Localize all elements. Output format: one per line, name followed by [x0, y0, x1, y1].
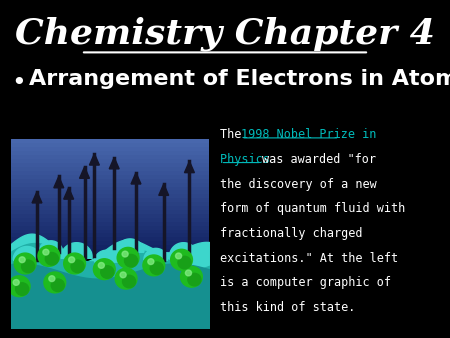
Circle shape: [122, 251, 128, 257]
Text: form of quantum fluid with: form of quantum fluid with: [220, 202, 406, 215]
Circle shape: [8, 276, 30, 297]
Circle shape: [49, 276, 55, 282]
Bar: [11, 182, 209, 186]
Circle shape: [150, 262, 163, 274]
Circle shape: [51, 279, 64, 291]
Text: the discovery of a new: the discovery of a new: [220, 178, 377, 191]
Bar: [11, 139, 209, 143]
Polygon shape: [13, 246, 41, 260]
Polygon shape: [61, 243, 92, 258]
Bar: [11, 244, 209, 248]
Bar: [11, 158, 209, 162]
Circle shape: [117, 247, 139, 268]
Bar: [11, 236, 209, 240]
Circle shape: [38, 245, 60, 266]
Bar: [11, 221, 209, 225]
Circle shape: [178, 256, 191, 269]
Circle shape: [120, 272, 126, 278]
Circle shape: [43, 249, 49, 255]
Bar: [11, 174, 209, 178]
Circle shape: [44, 272, 66, 293]
Circle shape: [71, 260, 84, 272]
Circle shape: [176, 253, 182, 259]
Circle shape: [45, 252, 58, 265]
Bar: [11, 225, 209, 228]
Circle shape: [101, 266, 114, 278]
Text: The: The: [220, 128, 249, 141]
Bar: [11, 193, 209, 197]
Circle shape: [122, 275, 135, 288]
Bar: [11, 209, 209, 213]
Circle shape: [148, 259, 154, 265]
Polygon shape: [159, 184, 169, 195]
Circle shape: [22, 260, 35, 272]
Bar: [11, 248, 209, 252]
Polygon shape: [54, 176, 64, 188]
Bar: [11, 217, 209, 221]
Text: was awarded "for: was awarded "for: [262, 153, 376, 166]
Bar: [11, 162, 209, 166]
Circle shape: [64, 253, 86, 274]
Circle shape: [14, 253, 36, 274]
Bar: [11, 213, 209, 217]
Text: is a computer graphic of: is a computer graphic of: [220, 276, 392, 289]
Bar: [11, 228, 209, 233]
Bar: [11, 201, 209, 205]
Text: this kind of state.: this kind of state.: [220, 301, 356, 314]
Circle shape: [171, 249, 193, 270]
Polygon shape: [170, 243, 198, 256]
Bar: [11, 170, 209, 174]
Bar: [11, 146, 209, 150]
Bar: [11, 205, 209, 209]
Polygon shape: [32, 192, 42, 203]
Text: fractionally charged: fractionally charged: [220, 227, 363, 240]
Bar: [11, 154, 209, 158]
Circle shape: [16, 283, 29, 295]
Circle shape: [94, 259, 115, 280]
Circle shape: [68, 257, 75, 263]
Polygon shape: [64, 188, 74, 199]
Polygon shape: [80, 167, 90, 178]
Polygon shape: [189, 254, 209, 264]
Text: •: •: [11, 71, 26, 95]
Bar: [11, 150, 209, 154]
Circle shape: [185, 270, 192, 276]
Bar: [11, 240, 209, 244]
Polygon shape: [144, 248, 168, 260]
Circle shape: [188, 273, 201, 286]
Bar: [11, 186, 209, 189]
Bar: [11, 197, 209, 201]
Bar: [11, 252, 209, 256]
Polygon shape: [131, 173, 141, 184]
Circle shape: [13, 280, 19, 285]
Circle shape: [180, 266, 202, 287]
Bar: [11, 178, 209, 182]
Polygon shape: [116, 239, 144, 252]
Polygon shape: [39, 241, 63, 252]
Circle shape: [98, 263, 104, 268]
Text: Arrangement of Electrons in Atoms: Arrangement of Electrons in Atoms: [29, 69, 450, 89]
Circle shape: [19, 257, 25, 263]
Bar: [11, 189, 209, 193]
Bar: [11, 143, 209, 146]
Circle shape: [125, 255, 138, 267]
Polygon shape: [90, 154, 99, 165]
Text: Chemistry Chapter 4: Chemistry Chapter 4: [15, 17, 435, 51]
Polygon shape: [94, 250, 118, 262]
Bar: [11, 166, 209, 170]
Text: 1998 Nobel Prize in: 1998 Nobel Prize in: [241, 128, 377, 141]
Bar: [11, 233, 209, 236]
Circle shape: [143, 255, 165, 276]
Text: excitations." At the left: excitations." At the left: [220, 252, 399, 265]
Polygon shape: [109, 158, 119, 169]
Circle shape: [115, 268, 137, 289]
Text: Physics: Physics: [220, 153, 278, 166]
Polygon shape: [184, 161, 194, 173]
